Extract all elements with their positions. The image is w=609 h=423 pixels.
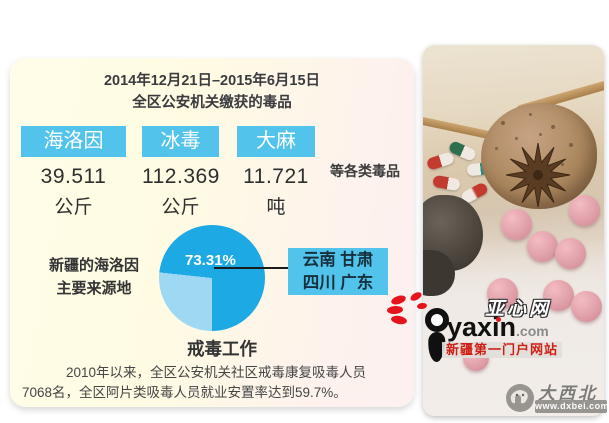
pink-tablet [487, 278, 518, 309]
heroin-source-label: 新疆的海洛因 主要来源地 [48, 257, 139, 297]
source-provinces-badge: 云南 甘肃 四川 广东 [288, 248, 388, 295]
drugs-photo [423, 45, 604, 416]
wooden-stick [423, 114, 491, 140]
title-subject: 全区公安机关缴获的毒品 [132, 95, 292, 111]
pie-percentage-label: 73.31% [185, 252, 236, 269]
drug-name-badge: 冰毒 [142, 126, 219, 157]
drug-name-badge: 海洛因 [21, 126, 126, 157]
title-date-range: 2014年12月21日–2015年6月15日 [103, 73, 321, 89]
pink-tablet [543, 280, 574, 311]
rehab-paragraph: 2010年以来，全区公安机关社区戒毒康复吸毒人员 7068名，全区阿片类吸毒人员… [22, 365, 367, 400]
red-dot-icon [496, 317, 501, 322]
pink-tablet [569, 195, 600, 226]
claw-mark-icon [409, 290, 423, 303]
drug-unit: 公斤 [161, 197, 200, 218]
logo-figure-head-icon [425, 308, 449, 332]
elephant-icon [506, 384, 534, 412]
drug-unit: 吨 [266, 197, 286, 218]
pink-tablet [555, 238, 586, 269]
drug-unit: 公斤 [54, 197, 93, 218]
yaxin-chinese-name: 亚心网 [485, 299, 552, 320]
claw-mark-icon [416, 302, 428, 310]
drug-column-heroin: 海洛因 39.511 公斤 [21, 126, 126, 219]
pink-tablet [527, 231, 558, 262]
pink-tablet [501, 209, 532, 240]
etc-drugs-note: 等各类毒品 [330, 163, 400, 179]
pie-callout-line [214, 267, 290, 269]
yaxin-wordmark: yaxin.com [447, 312, 549, 342]
pink-tablet [571, 291, 602, 322]
drug-amount: 112.369 [142, 165, 220, 188]
capsule-pill [425, 151, 456, 171]
drug-amount: 39.511 [40, 165, 107, 188]
panel-title: 2014年12月21日–2015年6月15日 全区公安机关缴获的毒品 [10, 70, 414, 114]
drug-name-badge: 大麻 [237, 126, 315, 157]
drug-column-cannabis: 大麻 11.721 吨 [237, 126, 315, 219]
claw-mark-icon [390, 293, 407, 307]
poppy-stigma-star-icon [505, 143, 571, 207]
yaxin-slogan: 新疆第一门户网站 [442, 342, 562, 358]
dxbei-url: www.dxbei.com [535, 400, 609, 413]
claw-mark-icon [390, 314, 408, 326]
heroin-source-pie-chart [159, 225, 265, 331]
stats-panel: 2014年12月21日–2015年6月15日 全区公安机关缴获的毒品 海洛因 3… [10, 58, 414, 407]
yaxin-logo: 亚心网 yaxin.com 新疆第一门户网站 [385, 288, 565, 363]
dxbei-chinese-name: 大西北 [538, 384, 598, 403]
drug-column-meth: 冰毒 112.369 公斤 [142, 126, 219, 219]
claw-mark-icon [386, 305, 404, 315]
capsule-pill [432, 174, 461, 192]
dxbei-logo: 大西北 www.dxbei.com [505, 381, 609, 419]
rehab-section-heading: 戒毒工作 [187, 339, 257, 359]
yaxin-tld: .com [516, 323, 549, 339]
drug-amount: 11.721 [243, 165, 309, 188]
